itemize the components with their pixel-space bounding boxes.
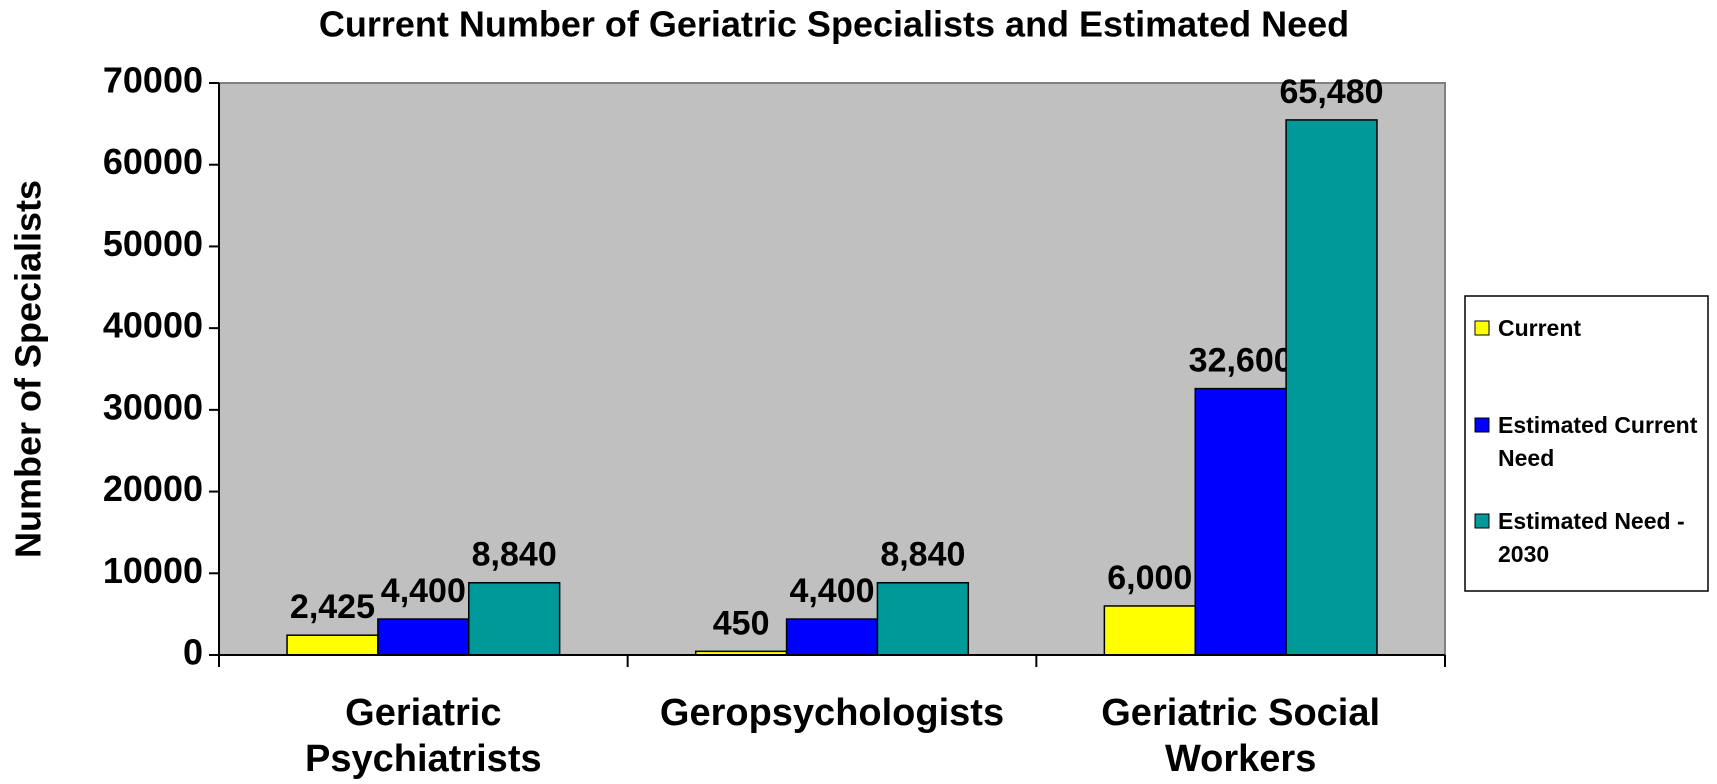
- legend-label: Current: [1498, 315, 1582, 341]
- bar: [377, 618, 470, 656]
- data-label: 32,600: [1189, 342, 1293, 380]
- y-tick-label: 10000: [103, 550, 203, 591]
- bar: [1194, 387, 1287, 656]
- data-label: 2,425: [290, 588, 375, 626]
- data-label: 8,840: [880, 536, 965, 574]
- y-axis-label: Number of Specialists: [8, 180, 49, 558]
- y-tick-label: 50000: [103, 223, 203, 264]
- legend-swatch: [1474, 513, 1490, 529]
- data-label: 4,400: [789, 572, 874, 610]
- legend-swatch: [1474, 320, 1490, 336]
- data-label: 8,840: [472, 536, 557, 574]
- x-tick-label: Geropsychologists: [659, 692, 1005, 734]
- y-tick-label: 60000: [103, 141, 203, 182]
- bar: [468, 582, 561, 656]
- data-label: 4,400: [381, 572, 466, 610]
- x-tick-label: Geriatric Social Workers: [1101, 692, 1381, 780]
- y-tick-label: 0: [183, 632, 203, 673]
- bar: [1103, 605, 1196, 656]
- y-tick-label: 30000: [103, 386, 203, 427]
- data-label: 65,480: [1280, 73, 1384, 111]
- bar: [1285, 119, 1378, 656]
- chart-title: Current Number of Geriatric Specialists …: [319, 4, 1349, 45]
- y-tick-label: 70000: [103, 60, 203, 101]
- legend-label: Estimated Need - 2030: [1498, 508, 1685, 567]
- legend-label: Estimated Current Need: [1498, 412, 1698, 471]
- data-label: 450: [713, 604, 770, 642]
- bar: [876, 582, 970, 656]
- bar: [785, 618, 879, 656]
- legend-box: [1464, 295, 1709, 592]
- legend-swatch: [1474, 417, 1490, 433]
- data-label: 6,000: [1107, 559, 1192, 597]
- x-tick-label: Geriatric Psychiatrists: [305, 692, 542, 780]
- y-tick-label: 20000: [103, 468, 203, 509]
- y-tick-label: 40000: [103, 305, 203, 346]
- bar: [286, 634, 379, 656]
